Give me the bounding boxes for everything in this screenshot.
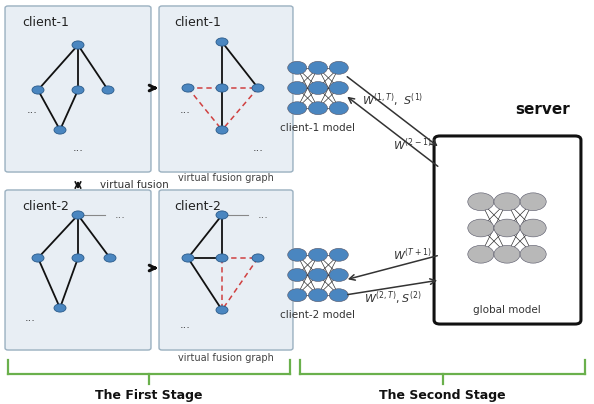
Text: ...: ... <box>179 105 191 115</box>
Circle shape <box>216 126 228 134</box>
Circle shape <box>102 86 114 94</box>
Text: $W^{(2,T)},S^{(2)}$: $W^{(2,T)},S^{(2)}$ <box>364 289 422 307</box>
Text: client-1: client-1 <box>174 16 221 29</box>
Text: ...: ... <box>27 105 37 115</box>
Text: $W^{(1,T)},\ S^{(1)}$: $W^{(1,T)},\ S^{(1)}$ <box>362 91 424 109</box>
Text: The Second Stage: The Second Stage <box>379 389 506 402</box>
Circle shape <box>54 304 66 312</box>
Circle shape <box>287 61 307 74</box>
Circle shape <box>216 254 228 262</box>
Circle shape <box>308 269 327 282</box>
FancyBboxPatch shape <box>159 6 293 172</box>
Circle shape <box>308 248 327 261</box>
Circle shape <box>308 82 327 95</box>
Circle shape <box>287 248 307 261</box>
Circle shape <box>520 193 546 210</box>
Circle shape <box>308 61 327 74</box>
Circle shape <box>329 102 348 115</box>
Circle shape <box>72 254 84 262</box>
Circle shape <box>287 102 307 115</box>
Text: global model: global model <box>473 305 541 315</box>
Text: The First Stage: The First Stage <box>95 389 203 402</box>
Circle shape <box>468 245 494 263</box>
Circle shape <box>252 254 264 262</box>
Circle shape <box>72 211 84 219</box>
Text: ...: ... <box>72 143 83 153</box>
Text: ...: ... <box>179 320 191 330</box>
Circle shape <box>329 82 348 95</box>
Circle shape <box>329 61 348 74</box>
Text: virtual fusion graph: virtual fusion graph <box>178 353 274 363</box>
Circle shape <box>72 41 84 49</box>
Circle shape <box>182 254 194 262</box>
Text: ...: ... <box>115 210 126 220</box>
Text: client-2: client-2 <box>174 200 221 213</box>
Circle shape <box>287 289 307 302</box>
Circle shape <box>216 306 228 314</box>
FancyBboxPatch shape <box>159 190 293 350</box>
Circle shape <box>329 289 348 302</box>
Circle shape <box>494 219 520 237</box>
Text: client-2: client-2 <box>22 200 69 213</box>
Text: ...: ... <box>24 313 36 323</box>
Circle shape <box>308 102 327 115</box>
Circle shape <box>468 219 494 237</box>
Text: ...: ... <box>252 143 263 153</box>
Circle shape <box>32 86 44 94</box>
Text: $W^{(2-1)}$: $W^{(2-1)}$ <box>393 137 432 153</box>
Circle shape <box>252 84 264 92</box>
Circle shape <box>32 254 44 262</box>
Text: client-2 model: client-2 model <box>280 310 355 320</box>
Circle shape <box>216 38 228 46</box>
Circle shape <box>520 219 546 237</box>
Circle shape <box>216 84 228 92</box>
Circle shape <box>104 254 116 262</box>
Text: $W^{(T+1)}$: $W^{(T+1)}$ <box>393 247 431 263</box>
Circle shape <box>494 193 520 210</box>
Circle shape <box>72 86 84 94</box>
Circle shape <box>329 248 348 261</box>
Text: virtual fusion graph: virtual fusion graph <box>178 173 274 183</box>
FancyBboxPatch shape <box>5 190 151 350</box>
Text: server: server <box>516 103 570 118</box>
Circle shape <box>329 269 348 282</box>
FancyBboxPatch shape <box>5 6 151 172</box>
Circle shape <box>216 211 228 219</box>
Text: client-1 model: client-1 model <box>280 123 355 133</box>
Text: ...: ... <box>258 210 269 220</box>
Text: client-1: client-1 <box>22 16 69 29</box>
Circle shape <box>468 193 494 210</box>
FancyBboxPatch shape <box>434 136 581 324</box>
Circle shape <box>287 82 307 95</box>
Circle shape <box>54 126 66 134</box>
Circle shape <box>308 289 327 302</box>
Circle shape <box>287 269 307 282</box>
Text: virtual fusion: virtual fusion <box>100 180 169 190</box>
Circle shape <box>520 245 546 263</box>
Circle shape <box>494 245 520 263</box>
Circle shape <box>182 84 194 92</box>
